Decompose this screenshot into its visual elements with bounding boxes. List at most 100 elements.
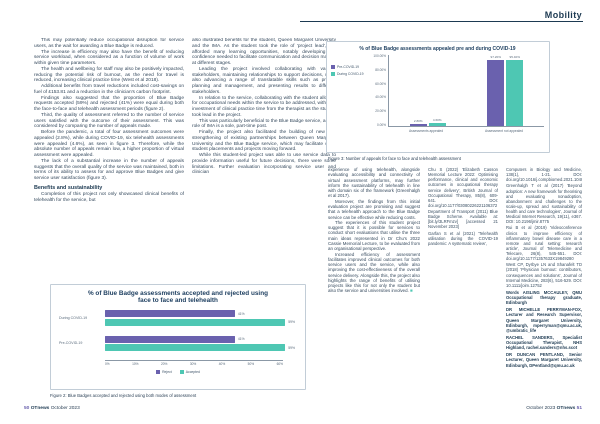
- body-paragraph: While this student-led project was able …: [192, 153, 336, 176]
- body-paragraph: This may potentially reduce occupational…: [34, 38, 184, 49]
- y-tick-label: 0.00%: [376, 122, 386, 127]
- reference-entry: Garfan S et al (2021) 'Telehealth utilis…: [428, 230, 498, 246]
- legend-item: Reject: [156, 369, 172, 374]
- category-label: Assessments appealed: [408, 129, 444, 133]
- legend-label: Reject: [162, 369, 172, 374]
- figure3-caption: Figure 3: Number of appeals for face to …: [328, 156, 461, 161]
- right-page-references-column-1: Chu S (2022) 'Elizabeth Casson Memorial …: [428, 167, 498, 399]
- legend-item: During COVID-19: [331, 72, 371, 76]
- bar-value-label: 59%: [288, 320, 295, 325]
- right-page-references-column-2: Computers in Biology and Medicine, 138(1…: [506, 167, 582, 399]
- legend-label: During COVID-19: [337, 72, 364, 76]
- legend-item: Accepted: [179, 369, 200, 374]
- right-page-column-1: experience of using telehealth, alongsid…: [328, 167, 420, 399]
- y-tick-label: 100.00%: [373, 54, 386, 58]
- bar-value-label: 4.60%: [432, 117, 442, 122]
- bar-value-label: 41%: [237, 311, 245, 316]
- credit-entry: RACHEL SANDERS, Specialist Occupational …: [506, 334, 582, 351]
- reference-entry: Rui B et al (2019) 'Videoconference clin…: [506, 225, 582, 262]
- legend-swatch-icon: [331, 65, 335, 69]
- issue-date-right: October 2023: [526, 406, 556, 411]
- figure3-bar-group: 97.20% 95.40%: [487, 55, 524, 126]
- x-tick-label: 10%: [132, 361, 139, 366]
- page-number-left: 50: [24, 406, 30, 411]
- body-paragraph: Finally, the project also facilitated th…: [192, 130, 336, 153]
- figure3-legend: Pre-COVID-19 During COVID-19: [331, 55, 371, 141]
- footer-left: 50 OTnews October 2023: [24, 406, 80, 411]
- y-tick-label: 60.00%: [375, 81, 386, 86]
- bar-accepted: [105, 318, 286, 326]
- body-paragraph: experience of using telehealth, alongsid…: [328, 167, 420, 199]
- author-credits: Words AISLING MCCAULEY, QMU Occupational…: [506, 290, 582, 368]
- figure2-title: % of Blue Badge assessments accepted and…: [87, 290, 269, 305]
- body-paragraph: The increase in efficiency may also have…: [34, 49, 184, 67]
- brand-left: OTnews: [30, 406, 50, 411]
- legend-label: Accepted: [185, 369, 200, 374]
- figure3-bar-group: 2.80% 4.60%: [409, 55, 446, 126]
- figure2-plot-area: During COVID-19 41% 59% Pre-COVID-19 41% 59%: [59, 309, 297, 353]
- bar-value-label: 41%: [237, 337, 245, 342]
- body-paragraph: also illustrated benefits for the studen…: [192, 38, 336, 66]
- figure2-x-axis: 0% 10% 20% 30% 40% 50% 60%: [105, 359, 283, 366]
- reference-entry: Chu S (2022) 'Elizabeth Casson Memorial …: [428, 167, 498, 208]
- body-paragraph: In relation to the service, collaboratin…: [192, 95, 336, 118]
- references-list: Computers in Biology and Medicine, 138(1…: [506, 167, 582, 288]
- figure3-category-labels: Assessments appealed Assessment not appea…: [388, 129, 544, 133]
- reference-entry: Computers in Biology and Medicine, 138(1…: [506, 167, 582, 183]
- footer-right: October 2023 OTnews 51: [526, 406, 582, 411]
- x-tick-label: 20%: [161, 361, 168, 366]
- figure3-chart: % of Blue Badge assessments appealed pre…: [326, 41, 550, 153]
- body-paragraph: Additional benefits from travel reductio…: [34, 84, 184, 95]
- bar-wrapper: 95.40%: [506, 55, 524, 126]
- figure2-legend: Reject Accepted: [59, 369, 297, 374]
- body-paragraph: Findings also suggested that the proport…: [34, 95, 184, 113]
- body-paragraph: Before the pandemic, a total of four ass…: [34, 130, 184, 158]
- bar-pre-covid-19: [409, 124, 427, 126]
- body-paragraph: This was particularly beneficial to the …: [192, 118, 336, 130]
- bar-accepted: [105, 344, 286, 352]
- article-end-marker: ■: [410, 288, 413, 294]
- bar-during covid-19: [428, 122, 446, 126]
- header-rule: [300, 21, 583, 22]
- bar-value-label: 2.80%: [413, 119, 423, 124]
- credit-entry: Words AISLING MCCAULEY, QMU Occupational…: [506, 289, 582, 306]
- body-paragraph: Increased efficiency of assessment facil…: [328, 251, 420, 294]
- body-paragraph: The experiences of this student project …: [328, 219, 420, 252]
- bar-wrapper: 2.80%: [409, 55, 427, 126]
- x-tick-label: 60%: [276, 361, 283, 366]
- body-paragraph: The lack of a substantial increase in th…: [34, 158, 184, 181]
- reference-entry: Department of Transport (2011) Blue Badg…: [428, 209, 498, 230]
- bar-pre-covid-19: [487, 60, 505, 126]
- legend-swatch-icon: [331, 72, 335, 76]
- category-label: Assessment not appealed: [485, 129, 523, 133]
- legend-item: Pre-COVID-19: [331, 65, 371, 69]
- figure3-y-axis: 100.00% 80.00% 60.00% 40.00% 20.00% 0.00%: [371, 54, 388, 127]
- brand-right: OTnews: [556, 406, 576, 411]
- section-label: Mobility: [544, 10, 582, 20]
- body-paragraph: Third, the quality of assessment referre…: [34, 112, 184, 130]
- body-paragraph: Leading the project involved collaborati…: [192, 66, 336, 95]
- y-tick-label: 20.00%: [375, 109, 386, 113]
- x-tick-label: 50%: [247, 361, 255, 366]
- figure2-caption: Figure 2: Blue Badges accepted and rejec…: [50, 393, 197, 398]
- bar-value-label: 97.20%: [490, 55, 502, 59]
- body-paragraph: Moreover, the findings from this initial…: [328, 198, 420, 220]
- y-tick-label: 80.00%: [375, 67, 386, 72]
- y-tick-label: 40.00%: [375, 95, 386, 100]
- column-1-paragraphs: This may potentially reduce occupational…: [34, 38, 184, 182]
- bar-wrapper: 4.60%: [428, 55, 446, 126]
- credit-entry: DR MICHELLE PERRYMAN-FOX, Lecturer and R…: [506, 307, 582, 333]
- bar-reject: [105, 310, 235, 318]
- x-tick-label: 40%: [218, 361, 226, 366]
- bar-value-label: 95.40%: [509, 55, 521, 59]
- reference-entry: Greenhalgh T et al (2017) 'Beyond adopti…: [506, 183, 582, 225]
- figure3-title: % of Blue Badge assessments appealed pre…: [359, 46, 516, 52]
- category-label: During COVID-19: [59, 315, 88, 320]
- bar-during covid-19: [506, 60, 524, 126]
- legend-swatch-icon: [179, 369, 184, 374]
- figure2-bar-group: During COVID-19 41% 59%: [59, 309, 297, 328]
- left-page-column-2: also illustrated benefits for the studen…: [192, 38, 336, 282]
- benefits-paragraph: Completion of this project not only show…: [34, 192, 184, 203]
- issue-date-left: October 2023: [50, 406, 80, 411]
